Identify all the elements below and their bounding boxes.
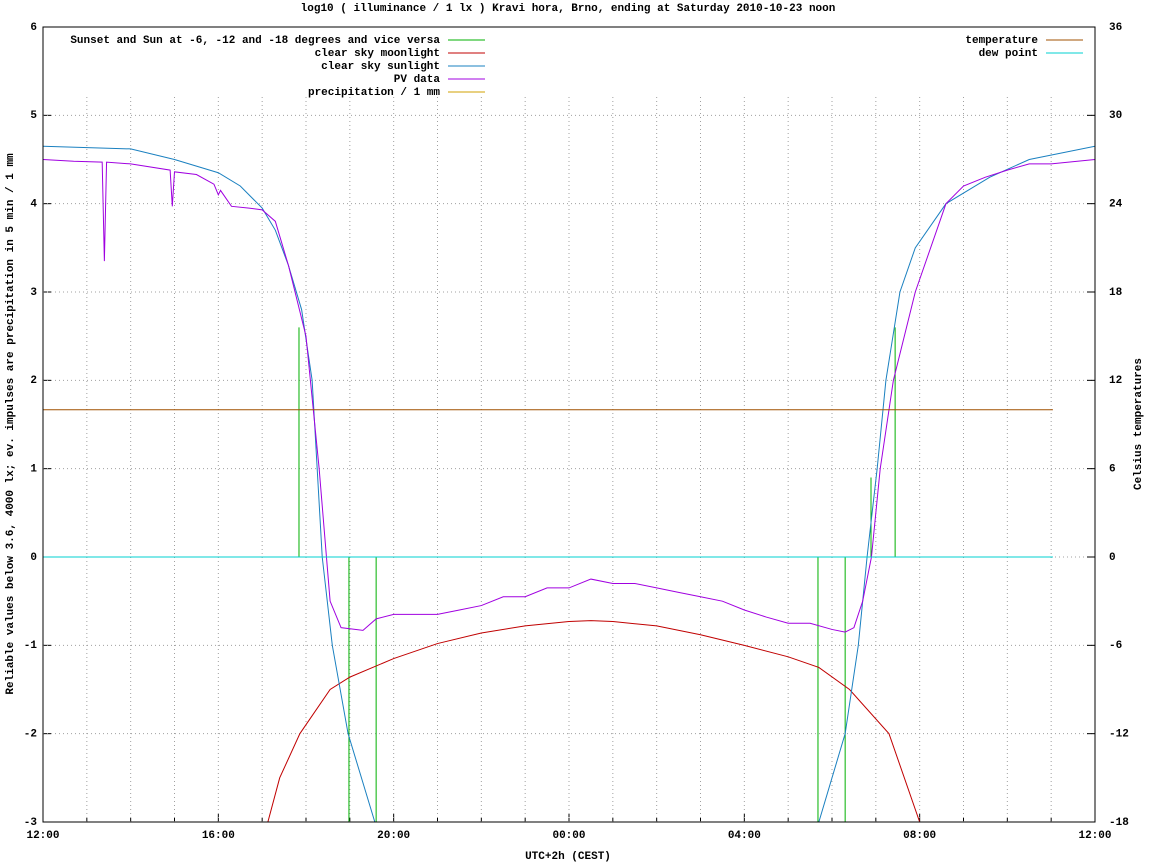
y2-tick-label: 36: [1109, 22, 1122, 34]
y-tick-label: 2: [30, 375, 37, 387]
y2-tick-label: 6: [1109, 464, 1116, 476]
x-tick-label: 08:00: [903, 830, 936, 842]
y2-tick-label: 0: [1109, 552, 1116, 564]
y2-tick-label: -6: [1109, 640, 1122, 652]
y-axis-label: Reliable values below 3.6, 4000 lx; ev. …: [5, 153, 17, 695]
legend: Sunset and Sun at -6, -12 and -18 degree…: [70, 35, 1083, 99]
legend-label: clear sky moonlight: [315, 48, 440, 60]
y-tick-label: 1: [30, 464, 37, 476]
series-line: [267, 620, 921, 822]
y-tick-label: 4: [30, 199, 37, 211]
y-tick-label: 0: [30, 552, 37, 564]
x-axis-label: UTC+2h (CEST): [525, 851, 611, 863]
legend-label: PV data: [394, 74, 441, 86]
x-tick-label: 04:00: [728, 830, 761, 842]
y-tick-label: 5: [30, 110, 37, 122]
series-line: [818, 145, 1095, 822]
x-tick-label: 12:00: [26, 830, 59, 842]
chart-title: log10 ( illuminance / 1 lx ) Kravi hora,…: [301, 3, 836, 15]
y2-tick-label: -18: [1109, 817, 1129, 829]
legend-label: temperature: [965, 35, 1038, 47]
x-tick-label: 16:00: [202, 830, 235, 842]
legend-label: precipitation / 1 mm: [308, 87, 440, 99]
y-tick-label: 6: [30, 22, 37, 34]
y2-tick-label: 12: [1109, 375, 1122, 387]
y2-tick-label: 30: [1109, 110, 1122, 122]
plot-area: [43, 145, 1095, 822]
y2-tick-label: 24: [1109, 199, 1123, 211]
y-tick-label: -3: [24, 817, 38, 829]
legend-label: dew point: [979, 48, 1038, 60]
legend-label: Sunset and Sun at -6, -12 and -18 degree…: [70, 35, 440, 47]
legend-label: clear sky sunlight: [321, 61, 440, 73]
y2-tick-label: -12: [1109, 729, 1129, 741]
x-tick-label: 20:00: [377, 830, 410, 842]
series-line: [43, 145, 376, 822]
y2-axis-label: Celsius temperatures: [1133, 358, 1145, 490]
y-tick-label: 3: [30, 287, 37, 299]
x-tick-label: 12:00: [1078, 830, 1111, 842]
y-tick-label: -2: [24, 729, 37, 741]
series-line: [43, 159, 1095, 633]
x-tick-label: 00:00: [552, 830, 585, 842]
y-tick-label: -1: [24, 640, 38, 652]
plot-border: [42, 26, 1096, 823]
y2-tick-label: 18: [1109, 287, 1123, 299]
